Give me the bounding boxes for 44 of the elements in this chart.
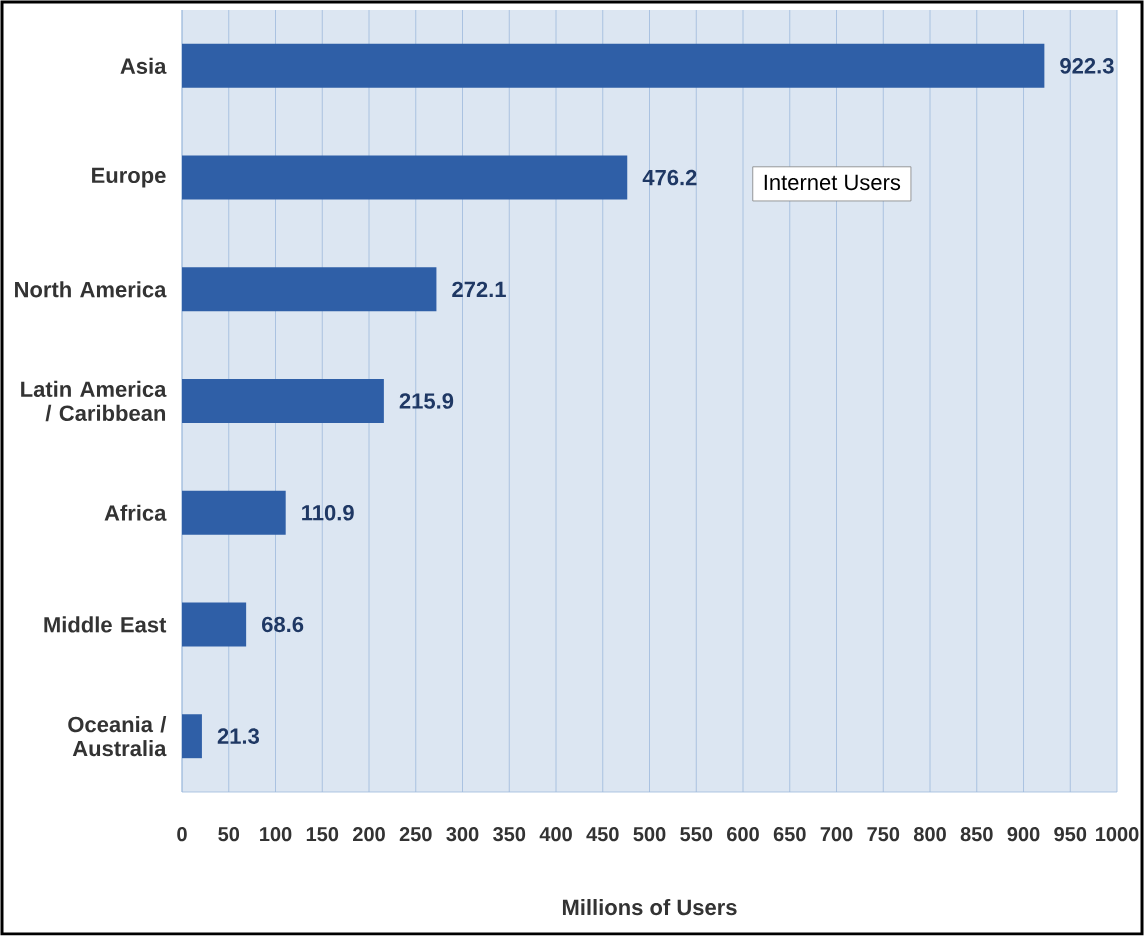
x-tick-label: 900 — [1007, 827, 1040, 842]
y-tick-label: Oceania / Australia — [68, 716, 167, 757]
bar — [182, 155, 628, 200]
data-label: 110.9 — [302, 504, 354, 521]
y-tick-label: Africa — [104, 504, 167, 521]
data-label: 68.6 — [262, 616, 304, 633]
x-tick-label: 150 — [306, 827, 339, 842]
x-tick-label: 250 — [399, 827, 432, 842]
bar — [182, 714, 202, 759]
x-tick-label: 950 — [1054, 827, 1087, 842]
x-axis-title: Millions of Users — [562, 899, 737, 916]
data-label: 476.2 — [642, 169, 697, 186]
x-tick-label: 650 — [773, 827, 806, 842]
x-tick-label: 700 — [820, 827, 853, 842]
data-label: 922.3 — [1060, 58, 1114, 74]
bar — [182, 267, 437, 312]
y-tick-label: Latin America / Caribbean — [21, 380, 167, 422]
y-tick-label: Middle East — [44, 616, 167, 633]
bar — [182, 490, 286, 535]
data-label: 215.9 — [399, 393, 454, 409]
x-tick-label: 50 — [218, 827, 240, 842]
bar — [182, 379, 384, 424]
y-tick-label: Europe — [92, 167, 166, 188]
x-tick-label: 850 — [960, 827, 993, 842]
y-tick-label: North America — [15, 281, 167, 298]
x-tick-label: 550 — [680, 827, 713, 842]
x-tick-label: 750 — [867, 827, 900, 842]
x-tick-label: 100 — [260, 827, 292, 842]
x-tick-label: 600 — [727, 827, 759, 842]
bar — [182, 602, 247, 647]
x-tick-label: 500 — [633, 827, 666, 842]
data-label: 21.3 — [217, 728, 260, 744]
text: Internet Users — [764, 174, 901, 191]
x-tick-label: 400 — [539, 827, 572, 842]
x-tick-label: 0 — [177, 827, 187, 842]
x-tick-label: 800 — [913, 827, 946, 842]
y-tick-label: Asia — [120, 57, 167, 74]
x-tick-label: 300 — [446, 827, 479, 842]
x-tick-label: 350 — [493, 827, 526, 842]
bar — [182, 43, 1045, 88]
data-label: 272.1 — [452, 281, 506, 297]
x-tick-label: 1000 — [1096, 827, 1139, 842]
x-tick-label: 450 — [586, 827, 619, 842]
x-tick-label: 200 — [353, 827, 385, 842]
